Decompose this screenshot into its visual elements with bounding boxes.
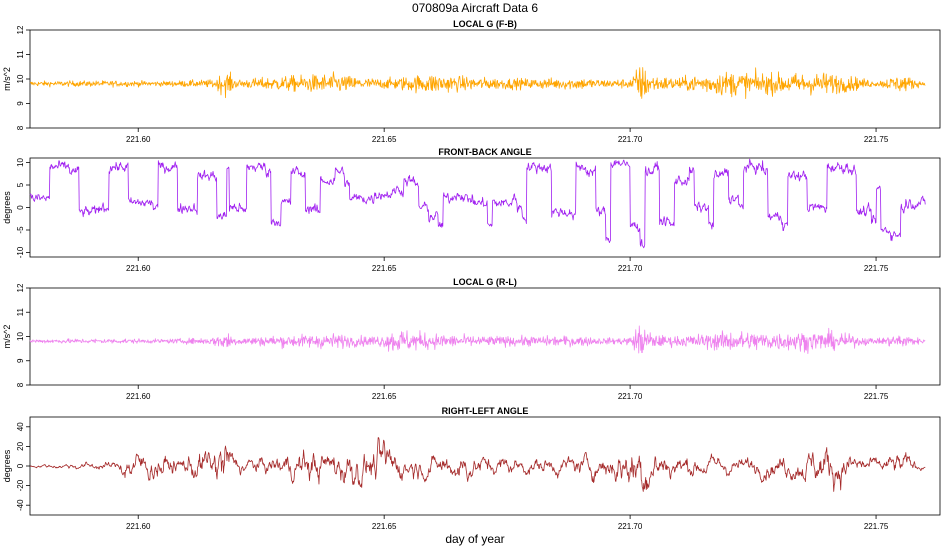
x-tick-label: 221.70 bbox=[618, 522, 643, 531]
x-axis-label: day of year bbox=[445, 532, 504, 546]
series-line bbox=[29, 67, 926, 100]
y-tick-label: 5 bbox=[16, 182, 25, 187]
x-tick-label: 221.60 bbox=[126, 264, 151, 273]
plot-frame bbox=[29, 416, 941, 516]
x-tick-label: 221.70 bbox=[618, 135, 643, 144]
panel-title: RIGHT-LEFT ANGLE bbox=[442, 406, 529, 416]
y-tick-label: 40 bbox=[16, 422, 25, 431]
x-tick-label: 221.60 bbox=[126, 522, 151, 531]
panel-2: FRONT-BACK ANGLE degrees -10 -5 0 5 10 221.60 22… bbox=[2, 147, 941, 273]
x-tick-label: 221.65 bbox=[372, 522, 397, 531]
series-line bbox=[29, 437, 926, 492]
panel-3: LOCAL G (R-L) m/s^2 8 9 10 11 12 221.60 221.65 22… bbox=[2, 277, 941, 401]
y-axis-label: degrees bbox=[2, 449, 12, 482]
x-tick-label: 221.75 bbox=[864, 392, 889, 401]
panel-title: LOCAL G (R-L) bbox=[453, 277, 517, 287]
y-axis-label: m/s^2 bbox=[2, 67, 12, 91]
y-axis-label: degrees bbox=[2, 191, 12, 224]
y-tick-label: 11 bbox=[16, 50, 25, 59]
series-line bbox=[29, 158, 926, 249]
panel-1: LOCAL G (F-B) m/s^2 8 9 10 11 12 221.60 221.65 22… bbox=[2, 19, 941, 144]
x-tick-label: 221.65 bbox=[372, 392, 397, 401]
panels: LOCAL G (F-B) m/s^2 8 9 10 11 12 221.60 221.65 22… bbox=[2, 19, 941, 531]
panel-title: FRONT-BACK ANGLE bbox=[438, 147, 531, 157]
y-tick-label: -40 bbox=[16, 499, 25, 511]
y-tick-label: 8 bbox=[16, 125, 25, 130]
y-tick-label: 10 bbox=[16, 74, 25, 83]
x-tick-label: 221.65 bbox=[372, 135, 397, 144]
y-axis-label: m/s^2 bbox=[2, 325, 12, 349]
y-tick-label: 12 bbox=[16, 283, 25, 292]
x-tick-label: 221.65 bbox=[372, 264, 397, 273]
x-tick-label: 221.75 bbox=[864, 135, 889, 144]
y-tick-label: 9 bbox=[16, 101, 25, 106]
y-tick-label: 8 bbox=[16, 382, 25, 387]
panel-4: RIGHT-LEFT ANGLE degrees -40 -20 0 20 40 221.60… bbox=[2, 406, 941, 531]
y-tick-label: 9 bbox=[16, 358, 25, 363]
y-tick-label: -20 bbox=[16, 479, 25, 491]
x-tick-label: 221.70 bbox=[618, 264, 643, 273]
x-tick-label: 221.60 bbox=[126, 135, 151, 144]
y-tick-label: -10 bbox=[16, 246, 25, 258]
series-line bbox=[29, 325, 926, 355]
plot-frame bbox=[29, 157, 941, 258]
y-tick-label: -5 bbox=[16, 226, 25, 234]
x-tick-label: 221.75 bbox=[864, 264, 889, 273]
y-tick-label: 20 bbox=[16, 441, 25, 450]
y-tick-label: 0 bbox=[16, 205, 25, 210]
panel-title: LOCAL G (F-B) bbox=[453, 19, 517, 29]
y-tick-label: 12 bbox=[16, 25, 25, 34]
figure-title: 070809a Aircraft Data 6 bbox=[412, 1, 538, 15]
y-tick-label: 10 bbox=[16, 158, 25, 167]
x-tick-label: 221.75 bbox=[864, 522, 889, 531]
x-tick-label: 221.70 bbox=[618, 392, 643, 401]
x-tick-label: 221.60 bbox=[126, 392, 151, 401]
y-tick-label: 10 bbox=[16, 332, 25, 341]
y-tick-label: 11 bbox=[16, 308, 25, 317]
y-tick-label: 0 bbox=[16, 463, 25, 468]
